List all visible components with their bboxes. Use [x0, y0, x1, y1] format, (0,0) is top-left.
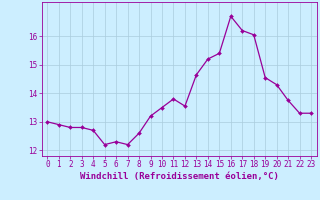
X-axis label: Windchill (Refroidissement éolien,°C): Windchill (Refroidissement éolien,°C): [80, 172, 279, 181]
